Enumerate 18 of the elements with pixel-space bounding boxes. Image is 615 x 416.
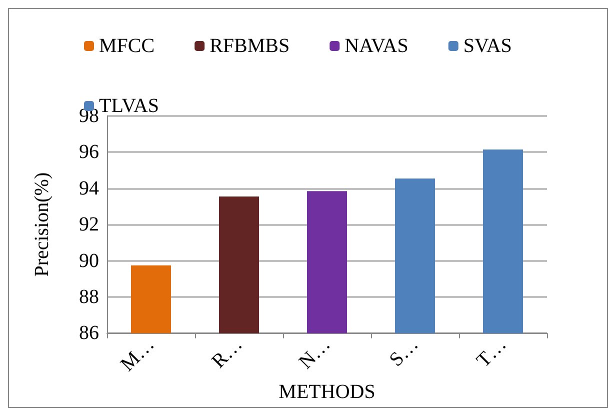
y-tick-label: 92 [79,214,99,236]
legend-label: SVAS [463,35,512,57]
x-tick-label: T… [472,333,511,372]
y-tick-label: 88 [79,286,99,308]
legend-label: RFBMBS [210,35,290,57]
y-axis-title: Precision(%) [31,172,53,277]
x-tick-label: N… [294,333,335,374]
legend-label: NAVAS [344,35,408,57]
y-tick-label: 94 [79,177,99,200]
x-tick-label: S… [385,333,423,371]
legend-label: TLVAS [99,95,160,117]
legend-label: MFCC [99,35,155,57]
x-axis-title: METHODS [278,381,376,403]
x-tick-label: R… [208,333,247,373]
x-tick-label: M… [116,333,159,376]
y-tick-label: 96 [79,141,99,164]
y-tick-label: 86 [79,322,99,344]
y-tick-label: 90 [79,250,99,272]
